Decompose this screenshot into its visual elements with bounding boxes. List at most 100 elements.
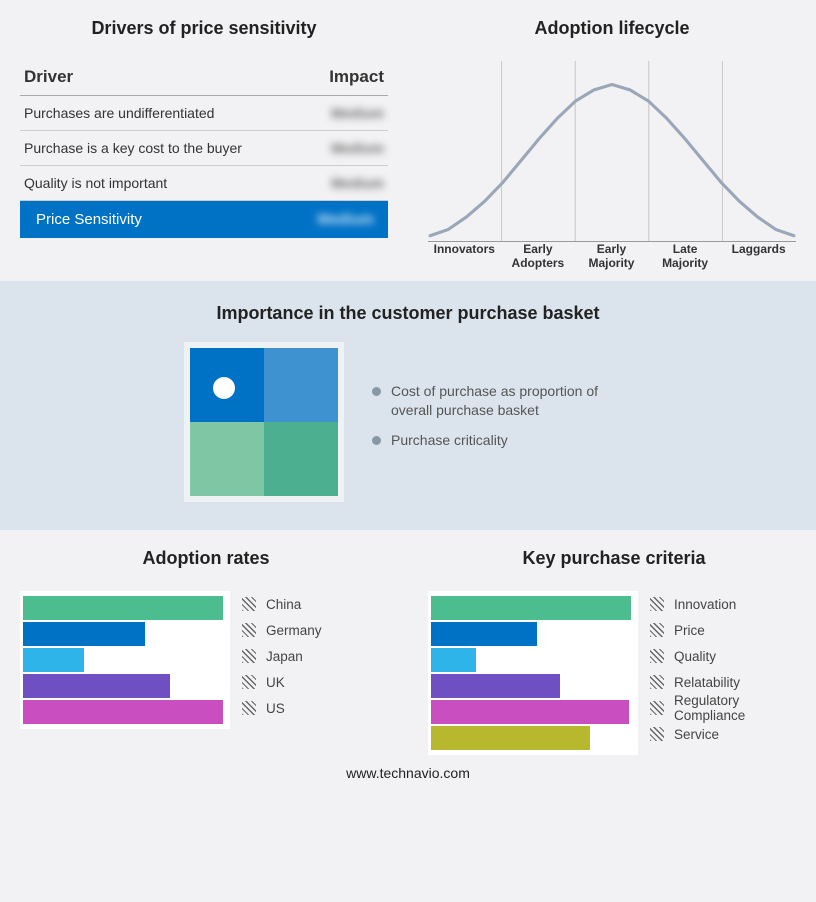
row-top: Drivers of price sensitivity Driver Impa… [0,0,816,281]
legend-item: Regulatory Compliance [650,695,800,721]
bar-row [431,726,635,750]
impact-cell: Medium [288,166,388,201]
legend-item: UK [242,669,392,695]
bar-fill [431,596,631,620]
bar-fill [431,726,590,750]
bar-fill [23,700,223,724]
quadrant-bottom-right [264,422,338,496]
legend-text: Cost of purchase as proportion of overal… [391,382,632,420]
importance-legend-item: Cost of purchase as proportion of overal… [372,382,632,420]
importance-title: Importance in the customer purchase bask… [20,303,796,324]
legend-item: Price [650,617,800,643]
bar-row [431,674,635,698]
bar-row [431,622,635,646]
drivers-title: Drivers of price sensitivity [20,18,388,39]
purchase-criteria-title: Key purchase criteria [428,548,800,569]
driver-cell: Purchase is a key cost to the buyer [20,131,288,166]
importance-quadrant [184,342,344,502]
bullet-icon [372,436,381,445]
bar-row [23,700,227,724]
legend-item: Quality [650,643,800,669]
adoption-rates-title: Adoption rates [20,548,392,569]
bar-row [431,596,635,620]
legend-item: Service [650,721,800,747]
row-bottom: Adoption rates China Germany Japan UK US Key… [0,530,816,761]
hatch-icon [242,649,256,663]
lifecycle-labels: InnovatorsEarly AdoptersEarly Majority La… [428,241,796,271]
impact-cell: Medium [288,131,388,166]
lifecycle-curve [428,61,796,241]
legend-label: Regulatory Compliance [674,693,800,723]
legend-label: Price [674,623,705,638]
driver-cell: Quality is not important [20,166,288,201]
hatch-icon [650,623,664,637]
bar-fill [431,622,537,646]
legend-label: US [266,701,285,716]
importance-panel: Importance in the customer purchase bask… [0,281,816,530]
legend-item: Japan [242,643,392,669]
drivers-panel: Drivers of price sensitivity Driver Impa… [0,0,408,281]
purchase-criteria-panel: Key purchase criteria Innovation Price Qua… [408,530,816,761]
quadrant-top-right [264,348,338,422]
adoption-rates-legend: China Germany Japan UK US [242,591,392,729]
lifecycle-panel: Adoption lifecycle InnovatorsEarly Adopt… [408,0,816,281]
hatch-icon [242,675,256,689]
legend-label: Service [674,727,719,742]
driver-cell: Purchases are undifferentiated [20,96,288,131]
lifecycle-title: Adoption lifecycle [428,18,796,39]
bar-fill [431,674,560,698]
lifecycle-segment-label: Early Majority [575,243,649,271]
impact-cell: Medium [288,96,388,131]
lifecycle-segment-label: Laggards [722,243,796,271]
importance-legend-item: Purchase criticality [372,431,632,450]
importance-marker-dot [213,377,235,399]
legend-label: Relatability [674,675,740,690]
bar-row [23,596,227,620]
summary-value: Medium [288,201,388,239]
lifecycle-segment-label: Innovators [428,243,502,271]
bar-row [23,674,227,698]
lifecycle-chart: InnovatorsEarly AdoptersEarly Majority La… [428,61,796,271]
bar-row [431,648,635,672]
legend-label: Quality [674,649,716,664]
hatch-icon [650,727,664,741]
hatch-icon [650,649,664,663]
drivers-col-driver: Driver [20,61,288,96]
hatch-icon [650,675,664,689]
table-row: Purchase is a key cost to the buyerMediu… [20,131,388,166]
lifecycle-segment-label: Early Adopters [502,243,576,271]
legend-item: China [242,591,392,617]
quadrant-bottom-left [190,422,264,496]
legend-label: Japan [266,649,303,664]
bar-fill [23,674,170,698]
hatch-icon [650,597,664,611]
footer-text: www.technavio.com [0,761,816,793]
purchase-criteria-legend: Innovation Price Quality Relatability Regula… [650,591,800,755]
hatch-icon [242,597,256,611]
bar-fill [23,622,145,646]
bar-fill [431,648,476,672]
adoption-rates-panel: Adoption rates China Germany Japan UK US [0,530,408,761]
bar-fill [23,648,84,672]
legend-label: China [266,597,301,612]
importance-legend: Cost of purchase as proportion of overal… [372,382,632,463]
legend-item: Innovation [650,591,800,617]
bar-row [431,700,635,724]
legend-label: Germany [266,623,322,638]
legend-label: Innovation [674,597,736,612]
bar-row [23,648,227,672]
legend-item: Germany [242,617,392,643]
legend-text: Purchase criticality [391,431,508,450]
bar-fill [431,700,629,724]
hatch-icon [242,623,256,637]
legend-label: UK [266,675,285,690]
hatch-icon [650,701,664,715]
summary-label: Price Sensitivity [20,201,288,239]
bar-row [23,622,227,646]
legend-item: Relatability [650,669,800,695]
bar-fill [23,596,223,620]
legend-item: US [242,695,392,721]
table-row: Purchases are undifferentiatedMedium [20,96,388,131]
adoption-rates-chart [20,591,230,729]
drivers-table: Driver Impact Purchases are undifferenti… [20,61,388,238]
